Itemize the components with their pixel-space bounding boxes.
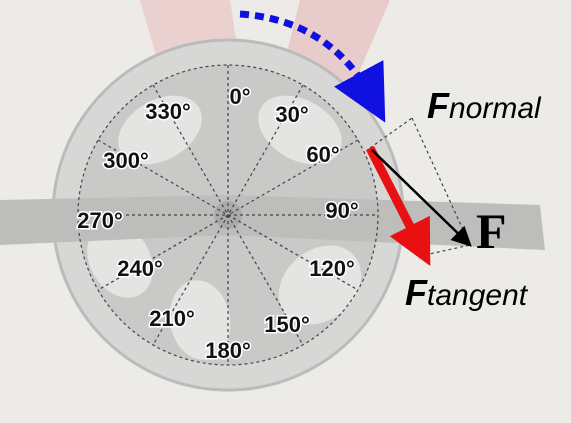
force-subscript: tangent [427, 279, 529, 312]
diagram: 0° 30° 60° 90° 120° 150° 180° 210° 240° 270° 300° 3… [0, 0, 571, 423]
force-symbol: F [427, 85, 450, 126]
resultant-force-label: F [476, 203, 507, 259]
angle-label: 60° [306, 142, 339, 167]
angle-label: 330° [145, 99, 191, 124]
tangent-force-label: Ftangent [405, 272, 529, 313]
angle-label: 270° [77, 208, 123, 233]
angle-label: 90° [325, 198, 358, 223]
angle-label: 0° [229, 84, 250, 109]
angle-label: 180° [205, 338, 251, 363]
force-symbol: F [405, 272, 428, 313]
angle-label: 120° [309, 256, 355, 281]
angle-label: 210° [149, 306, 195, 331]
force-subscript: normal [449, 92, 542, 125]
angle-label: 240° [117, 256, 163, 281]
angle-label: 150° [264, 312, 310, 337]
page: 0° 30° 60° 90° 120° 150° 180° 210° 240° 270° 300° 3… [0, 0, 571, 423]
angle-label: 300° [103, 148, 149, 173]
angle-label: 30° [275, 102, 308, 127]
normal-force-label: Fnormal [427, 85, 542, 126]
